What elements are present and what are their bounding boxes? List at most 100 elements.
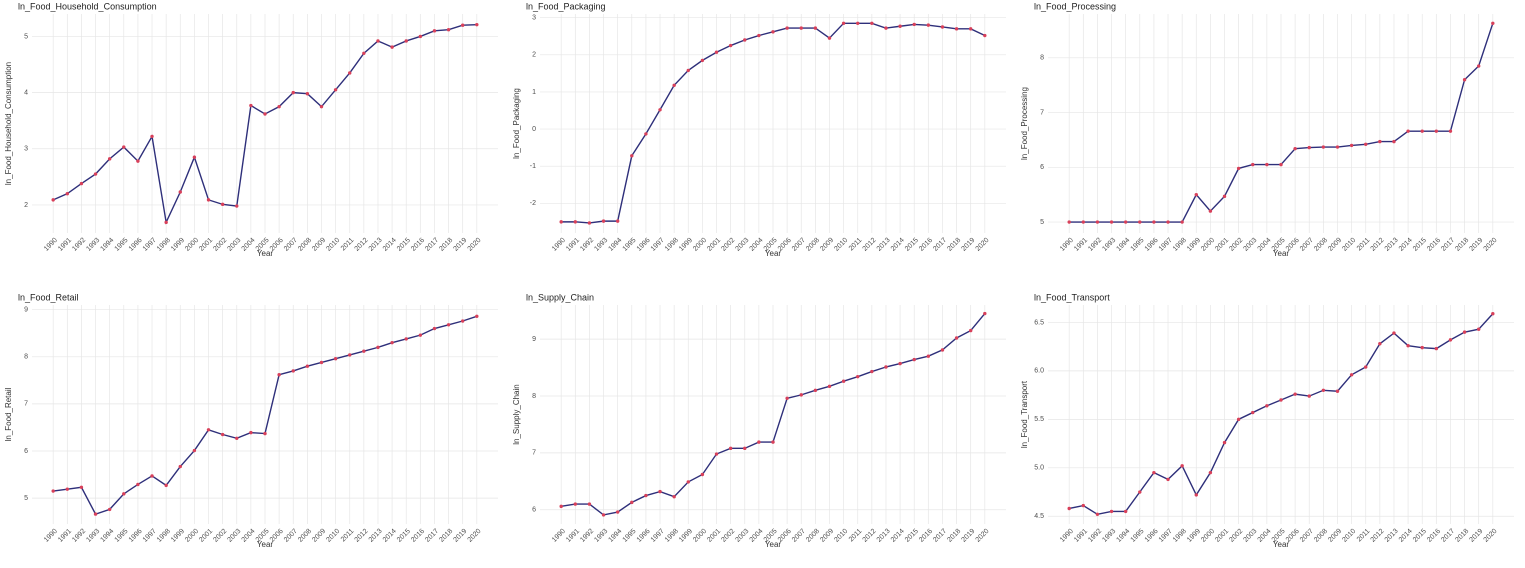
x-tick-label: 2010: [833, 528, 849, 544]
point: [1434, 129, 1439, 133]
x-tick-label: 2019: [960, 528, 976, 544]
point: [1307, 145, 1311, 150]
point: [926, 23, 931, 27]
point: [319, 104, 324, 109]
x-tick-label: 1992: [579, 237, 595, 253]
x-tick-label: 2014: [1398, 237, 1414, 253]
point: [362, 349, 366, 353]
x-tick-label: 1995: [1130, 237, 1146, 253]
x-tick-label: 2019: [1468, 528, 1484, 544]
point: [220, 432, 225, 437]
point: [404, 337, 408, 341]
x-tick-label: 2016: [918, 237, 934, 253]
point: [376, 39, 380, 43]
point: [686, 68, 690, 73]
x-tick-label: 2002: [212, 528, 228, 544]
y-tick-label: 6.5: [1034, 319, 1044, 326]
point: [376, 345, 380, 350]
x-tick-label: 2000: [1200, 237, 1216, 253]
point: [898, 24, 902, 28]
x-tick-label: 2000: [184, 528, 200, 544]
x-tick-label: 2001: [198, 237, 214, 253]
point: [785, 26, 789, 30]
x-tick-label: 2012: [354, 237, 370, 253]
x-tick-label: 2007: [791, 237, 807, 253]
x-tick-label: 2001: [1214, 237, 1230, 253]
x-tick-label: 2016: [410, 528, 426, 544]
point: [954, 27, 959, 31]
x-tick-label: 2019: [960, 237, 976, 253]
x-tick-label: 2016: [410, 237, 426, 253]
x-tick-label: 2008: [297, 237, 313, 253]
x-tick-label: 1996: [128, 528, 144, 544]
point: [206, 198, 211, 202]
point: [1378, 342, 1382, 346]
point: [1491, 21, 1495, 26]
point: [870, 369, 874, 374]
x-tick-label: 2016: [1426, 237, 1442, 253]
point: [743, 446, 747, 451]
point: [432, 29, 437, 33]
x-tick-label: 2020: [1483, 528, 1499, 544]
point: [1109, 220, 1114, 224]
x-tick-label: 2004: [241, 237, 257, 253]
x-tick-label: 2000: [1200, 528, 1216, 544]
x-tick-label: 2019: [1468, 237, 1484, 253]
x-tick-label: 1995: [1130, 528, 1146, 544]
point: [1364, 365, 1368, 369]
x-tick-label: 1997: [650, 528, 666, 544]
point: [940, 25, 945, 29]
x-tick-label: 2018: [438, 528, 454, 544]
point: [1279, 162, 1283, 167]
x-tick-label: 1997: [650, 237, 666, 253]
x-tick-label: 1991: [565, 528, 581, 544]
point: [714, 452, 719, 456]
point: [107, 157, 112, 161]
chart-title: ln_Food_Retail: [18, 292, 79, 302]
point: [263, 431, 267, 436]
point: [1349, 143, 1354, 148]
point: [573, 502, 578, 506]
x-tick-label: 1992: [71, 528, 87, 544]
point: [1152, 220, 1156, 224]
x-tick-label: 1997: [142, 237, 158, 253]
point: [348, 71, 352, 75]
x-tick-label: 1990: [1059, 237, 1075, 253]
point: [291, 369, 295, 373]
point: [1406, 129, 1410, 133]
point: [1194, 192, 1198, 197]
x-axis-title: Year: [765, 249, 782, 258]
x-tick-label: 2019: [452, 237, 468, 253]
x-tick-label: 2004: [241, 528, 257, 544]
x-tick-label: 1995: [622, 528, 638, 544]
point: [1448, 129, 1453, 133]
x-tick-label: 2008: [1313, 528, 1329, 544]
x-tick-label: 2019: [452, 528, 468, 544]
point: [884, 365, 888, 369]
x-tick-label: 1992: [1087, 237, 1103, 253]
x-tick-label: 2008: [805, 528, 821, 544]
point: [1265, 162, 1269, 167]
point: [178, 464, 182, 469]
point: [1293, 146, 1297, 151]
point: [65, 487, 70, 491]
point: [771, 30, 775, 34]
x-tick-label: 1995: [114, 528, 130, 544]
point: [1152, 470, 1156, 475]
point: [1166, 220, 1170, 224]
x-tick-label: 2002: [212, 237, 228, 253]
x-tick-label: 2002: [1228, 528, 1244, 544]
x-tick-label: 1992: [579, 528, 595, 544]
point: [1349, 373, 1354, 377]
x-tick-label: 2010: [1341, 528, 1357, 544]
x-tick-label: 2001: [198, 528, 214, 544]
point: [1321, 388, 1326, 392]
x-tick-label: 1991: [1073, 237, 1089, 253]
point: [587, 502, 592, 506]
x-tick-label: 2007: [283, 237, 299, 253]
x-tick-label: 2017: [932, 528, 948, 544]
point: [319, 360, 324, 365]
x-tick-label: 2003: [227, 528, 243, 544]
point: [404, 39, 408, 43]
